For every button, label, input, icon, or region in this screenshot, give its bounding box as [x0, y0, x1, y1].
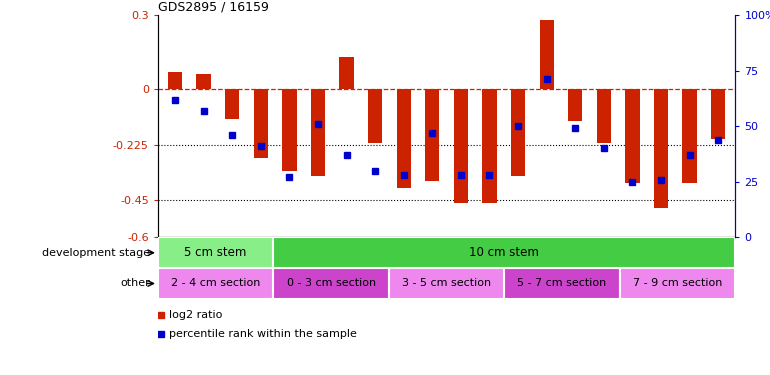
Bar [196, 74, 211, 89]
Bar [711, 89, 725, 138]
Bar [597, 89, 611, 144]
Bar [168, 72, 182, 89]
Text: 5 cm stem: 5 cm stem [184, 246, 247, 259]
Text: development stage: development stage [42, 248, 150, 258]
Bar [158, 237, 273, 268]
Bar [425, 89, 440, 180]
Bar [682, 89, 697, 183]
Text: 5 - 7 cm section: 5 - 7 cm section [517, 279, 607, 288]
Text: other: other [120, 279, 150, 288]
Bar [620, 268, 735, 299]
Text: 7 - 9 cm section: 7 - 9 cm section [633, 279, 722, 288]
Bar [340, 57, 353, 89]
Bar [397, 89, 411, 188]
Bar [283, 89, 296, 171]
Text: 0 - 3 cm section: 0 - 3 cm section [286, 279, 376, 288]
Text: 10 cm stem: 10 cm stem [470, 246, 539, 259]
Bar [273, 237, 735, 268]
Text: GDS2895 / 16159: GDS2895 / 16159 [158, 1, 269, 14]
Bar [540, 20, 554, 89]
Bar [311, 89, 325, 176]
Bar [273, 268, 389, 299]
Bar [511, 89, 525, 176]
Text: log2 ratio: log2 ratio [169, 310, 223, 320]
Bar [225, 89, 239, 119]
Bar [625, 89, 640, 183]
Bar [389, 268, 504, 299]
Bar [482, 89, 497, 203]
Bar [368, 89, 382, 144]
Bar [253, 89, 268, 158]
Text: percentile rank within the sample: percentile rank within the sample [169, 329, 357, 339]
Bar [654, 89, 668, 208]
Bar [504, 268, 620, 299]
Text: 3 - 5 cm section: 3 - 5 cm section [402, 279, 491, 288]
Bar [568, 89, 582, 121]
Bar [454, 89, 468, 203]
Text: 2 - 4 cm section: 2 - 4 cm section [171, 279, 260, 288]
Bar [158, 268, 273, 299]
